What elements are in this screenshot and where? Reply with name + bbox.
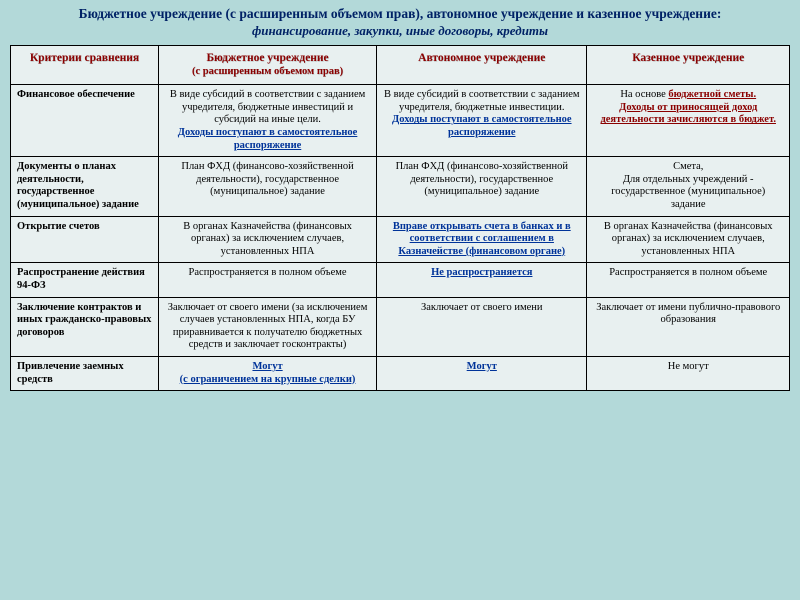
cell: План ФХД (финансово-хозяйственной деятел… (159, 157, 377, 216)
title-main: Бюджетное учреждение (с расширенным объе… (10, 6, 790, 23)
cell-text: В виде субсидий в соответствии с задание… (384, 89, 579, 113)
cell: Могут (с ограничением на крупные сделки) (159, 356, 377, 390)
cell: Заключает от своего имени (за исключение… (159, 297, 377, 356)
cell: Не распространяется (377, 263, 587, 297)
cell: Не могут (587, 356, 790, 390)
header-state: Казенное учреждение (587, 45, 790, 84)
cell-text: В виде субсидий в соответствии с задание… (170, 89, 365, 125)
income-link[interactable]: Доходы поступают в самостоятельное распо… (392, 114, 572, 138)
cell-text: Для отдельных учреждений - государственн… (611, 174, 765, 210)
criteria-cell: Финансовое обеспечение (11, 85, 159, 157)
criteria-cell: Открытие счетов (11, 216, 159, 263)
can-borrow-link[interactable]: Могут (252, 361, 282, 372)
not-applicable-link[interactable]: Не распространяется (431, 267, 532, 278)
criteria-cell: Распространение действия 94-ФЗ (11, 263, 159, 297)
borrow-restriction-link[interactable]: (с ограничением на крупные сделки) (180, 374, 356, 385)
table-row: Распространение действия 94-ФЗ Распростр… (11, 263, 790, 297)
cell-text: Смета, (673, 161, 703, 172)
cell: Вправе открывать счета в банках и в соот… (377, 216, 587, 263)
cell: На основе бюджетной сметы. Доходы от при… (587, 85, 790, 157)
criteria-cell: Документы о планах деятельности, государ… (11, 157, 159, 216)
cell: В органах Казначейства (финансовых орган… (587, 216, 790, 263)
criteria-cell: Заключение контрактов и иных гражданско-… (11, 297, 159, 356)
header-criteria: Критерии сравнения (11, 45, 159, 84)
cell-text: На основе (620, 89, 668, 100)
budget-estimate-link[interactable]: бюджетной сметы. (668, 89, 756, 100)
table-header-row: Критерии сравнения Бюджетное учреждение … (11, 45, 790, 84)
income-budget-link[interactable]: Доходы от приносящей доход деятельности … (600, 102, 776, 126)
title-block: Бюджетное учреждение (с расширенным объе… (10, 6, 790, 39)
table-row: Финансовое обеспечение В виде субсидий в… (11, 85, 790, 157)
header-budget-sub: (с расширенным объемом прав) (163, 66, 372, 79)
header-autonomous: Автономное учреждение (377, 45, 587, 84)
table-row: Привлечение заемных средств Могут (с огр… (11, 356, 790, 390)
cell: Распространяется в полном объеме (587, 263, 790, 297)
cell: Смета, Для отдельных учреждений - госуда… (587, 157, 790, 216)
table-row: Открытие счетов В органах Казначейства (… (11, 216, 790, 263)
cell: В виде субсидий в соответствии с задание… (377, 85, 587, 157)
title-sub: финансирование, закупки, иные договоры, … (10, 23, 790, 39)
can-borrow-link[interactable]: Могут (467, 361, 497, 372)
cell: Могут (377, 356, 587, 390)
header-budget-main: Бюджетное учреждение (206, 52, 328, 64)
criteria-cell: Привлечение заемных средств (11, 356, 159, 390)
cell: Распространяется в полном объеме (159, 263, 377, 297)
accounts-link[interactable]: Вправе открывать счета в банках и в соот… (393, 221, 571, 257)
table-row: Заключение контрактов и иных гражданско-… (11, 297, 790, 356)
cell: Заключает от имени публично-правового об… (587, 297, 790, 356)
table-row: Документы о планах деятельности, государ… (11, 157, 790, 216)
income-link[interactable]: Доходы поступают в самостоятельное распо… (178, 127, 358, 151)
header-budget: Бюджетное учреждение (с расширенным объе… (159, 45, 377, 84)
comparison-table: Критерии сравнения Бюджетное учреждение … (10, 45, 790, 391)
cell: План ФХД (финансово-хозяйственной деятел… (377, 157, 587, 216)
cell: В виде субсидий в соответствии с задание… (159, 85, 377, 157)
cell: В органах Казначейства (финансовых орган… (159, 216, 377, 263)
cell: Заключает от своего имени (377, 297, 587, 356)
